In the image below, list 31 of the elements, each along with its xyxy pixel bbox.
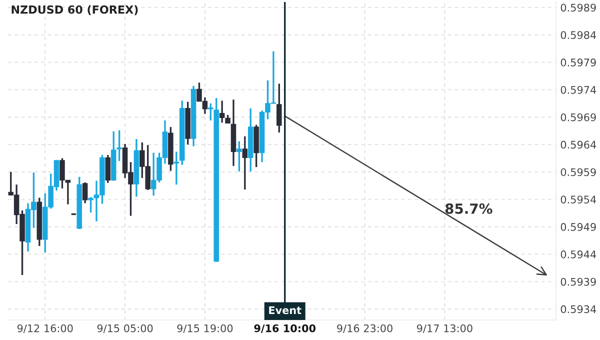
y-tick-label: 0.5944	[560, 250, 596, 258]
y-tick-label: 0.5934	[560, 305, 596, 314]
candlestick	[88, 196, 94, 214]
y-tick-label: 0.5989	[560, 4, 596, 12]
candlestick	[105, 154, 111, 184]
x-tick-label: 9/17 13:00	[416, 324, 472, 334]
chart-title: NZDUSD 60 (FOREX)	[12, 5, 138, 16]
y-tick-label: 0.5969	[560, 113, 596, 122]
x-tick-label: 9/15 19:00	[177, 324, 233, 334]
candlestick	[82, 182, 88, 204]
candlestick	[236, 140, 242, 172]
y-tick-label: 0.5949	[560, 223, 596, 231]
y-tick-label: 0.5964	[560, 140, 596, 149]
y-tick-label: 0.5959	[560, 168, 596, 176]
candlestick	[208, 102, 214, 122]
annotation: 85.7%	[445, 203, 492, 214]
candlestick	[242, 135, 248, 190]
x-tick-label: 9/16 23:00	[337, 324, 392, 334]
candlestick	[219, 100, 225, 124]
x-tick-label: 9/15 05:00	[97, 324, 153, 334]
ref-line-label: Event	[269, 306, 302, 314]
candlestick	[116, 129, 122, 162]
y-tick-label: 0.5974	[560, 86, 596, 94]
y-tick-label: 0.5954	[560, 196, 596, 204]
x-tick-label: 9/12 16:00	[17, 324, 73, 334]
y-tick-label: 0.5939	[560, 278, 596, 286]
x-tick-label: 9/16 10:00	[254, 324, 316, 334]
candlestick	[174, 150, 180, 186]
y-tick-label: 0.5984	[560, 31, 596, 39]
candlestick	[276, 82, 282, 134]
y-tick-label: 0.5979	[560, 58, 596, 66]
